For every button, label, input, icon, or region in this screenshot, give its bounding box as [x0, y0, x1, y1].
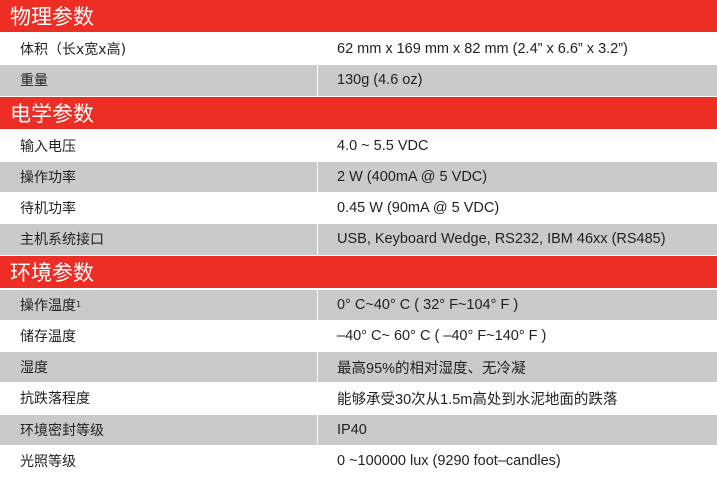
row-value: 62 mm x 169 mm x 82 mm (2.4” x 6.6” x 3.…	[337, 41, 628, 58]
row-label: 操作功率	[0, 161, 318, 192]
row-value: 最高95%的相对湿度、无冷凝	[337, 360, 526, 377]
row-value: –40° C~ 60° C ( –40° F~140° F )	[337, 327, 547, 344]
row-label: 湿度	[0, 352, 318, 383]
row-label-text: 操作温度	[20, 297, 76, 314]
row-value: 2 W (400mA @ 5 VDC)	[337, 168, 488, 185]
row-label: 光照等级	[0, 445, 318, 476]
row-label: 重量	[0, 65, 318, 96]
row-value: 4.0 ~ 5.5 VDC	[337, 137, 429, 154]
row-value: 0 ~100000 lux (9290 foot–candles)	[337, 452, 561, 469]
row-label: 待机功率	[0, 193, 318, 224]
table-row: 操作功率 2 W (400mA @ 5 VDC)	[0, 161, 717, 193]
footnote-marker: 1	[76, 300, 82, 310]
section-header-physical: 物理参数	[0, 0, 717, 34]
row-label: 操作温度 1	[0, 289, 318, 320]
section-header-environmental: 环境参数	[0, 255, 717, 290]
table-row: 光照等级 0 ~100000 lux (9290 foot–candles)	[0, 445, 717, 477]
row-label: 主机系统接口	[0, 224, 318, 255]
section-header-electrical: 电学参数	[0, 96, 717, 131]
table-row: 待机功率 0.45 W (90mA @ 5 VDC)	[0, 193, 717, 225]
row-value: 0° C~40° C ( 32° F~104° F )	[337, 296, 519, 313]
row-label: 体积（长x宽x高)	[0, 34, 318, 65]
row-label: 输入电压	[0, 130, 318, 161]
table-row: 环境密封等级 IP40	[0, 414, 717, 446]
table-row: 湿度 最高95%的相对湿度、无冷凝	[0, 352, 717, 384]
table-row: 重量 130g (4.6 oz)	[0, 65, 717, 97]
table-row: 操作温度 1 0° C~40° C ( 32° F~104° F )	[0, 289, 717, 321]
row-value: USB, Keyboard Wedge, RS232, IBM 46xx (RS…	[337, 231, 666, 248]
table-row: 抗跌落程度 能够承受30次从1.5m高处到水泥地面的跌落	[0, 383, 717, 415]
row-value: 0.45 W (90mA @ 5 VDC)	[337, 200, 500, 217]
table-row: 储存温度 –40° C~ 60° C ( –40° F~140° F )	[0, 320, 717, 352]
row-label: 环境密封等级	[0, 414, 318, 445]
table-row: 输入电压 4.0 ~ 5.5 VDC	[0, 130, 717, 162]
row-label: 抗跌落程度	[0, 383, 318, 414]
row-label: 储存温度	[0, 320, 318, 351]
row-value: IP40	[337, 421, 367, 438]
row-value: 能够承受30次从1.5m高处到水泥地面的跌落	[337, 391, 618, 408]
table-row: 体积（长x宽x高) 62 mm x 169 mm x 82 mm (2.4” x …	[0, 34, 717, 66]
table-row: 主机系统接口 USB, Keyboard Wedge, RS232, IBM 46…	[0, 224, 717, 256]
row-value: 130g (4.6 oz)	[337, 72, 423, 89]
